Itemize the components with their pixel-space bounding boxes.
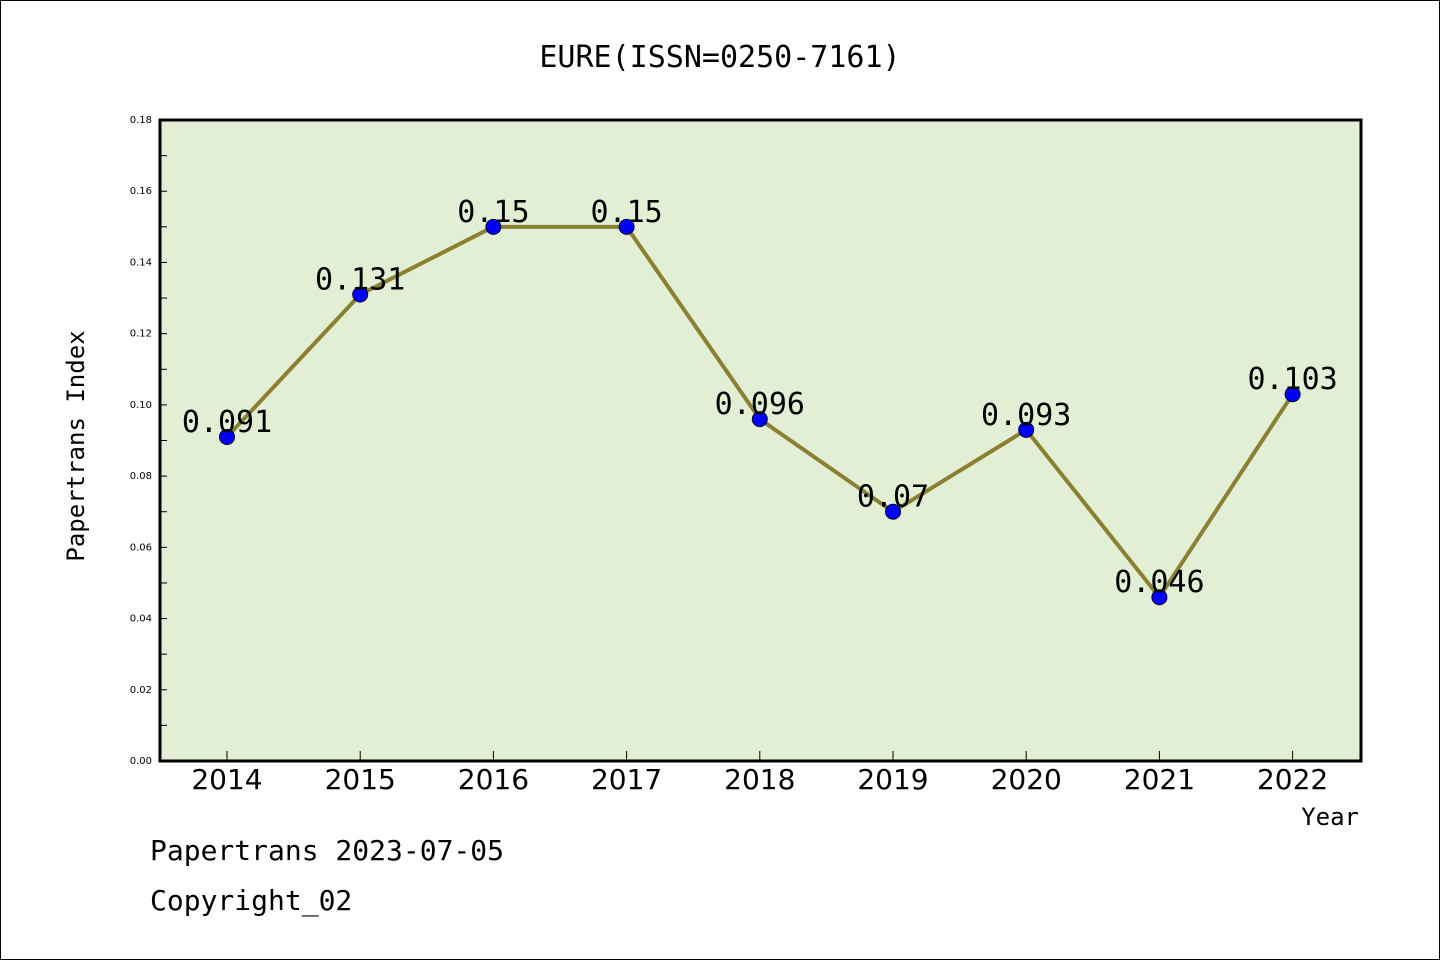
x-tick-label: 2015 <box>325 763 396 796</box>
x-axis: 2014 2015 2016 2017 2018 2019 2020 2021 2022 <box>191 751 1328 796</box>
y-tick-label: 0.10 <box>130 400 152 411</box>
y-tick-label: 0.08 <box>130 471 152 482</box>
data-point <box>352 286 369 303</box>
y-tick-label: 0.00 <box>130 756 152 767</box>
data-labels: 0.091 0.131 0.15 0.15 0.096 0.07 0.093 0.046 0.1… <box>182 195 1338 600</box>
series-papertrans-index <box>219 218 1301 606</box>
data-label: 0.15 <box>457 195 529 230</box>
data-point <box>219 428 235 445</box>
y-axis-label: Papertrans Index <box>62 330 90 561</box>
data-point <box>485 218 502 235</box>
x-tick-label: 2022 <box>1257 763 1328 796</box>
data-point <box>751 411 768 428</box>
data-point <box>1018 421 1035 438</box>
data-label: 0.093 <box>981 398 1071 433</box>
y-tick-label: 0.14 <box>130 257 152 268</box>
chart-title: EURE(ISSN=0250-7161) <box>539 40 900 75</box>
data-point <box>1151 589 1168 606</box>
y-tick-label: 0.02 <box>130 685 152 696</box>
plot-area <box>158 118 1363 763</box>
y-tick-label: 0.04 <box>130 614 152 625</box>
x-axis-label: Year <box>1301 803 1359 831</box>
x-tick-label: 2016 <box>458 763 529 796</box>
data-point <box>618 218 635 235</box>
data-point <box>1284 386 1301 403</box>
data-label: 0.07 <box>857 480 929 515</box>
data-label: 0.091 <box>182 405 272 440</box>
footer-stamp: Papertrans 2023-07-05 <box>150 834 505 867</box>
x-tick-label: 2019 <box>857 763 928 796</box>
x-tick-label: 2017 <box>591 763 662 796</box>
y-tick-label: 0.06 <box>130 542 152 553</box>
footer-copyright: Copyright_02 <box>150 884 353 917</box>
y-tick-label: 0.18 <box>130 115 152 126</box>
x-tick-label: 2018 <box>724 763 795 796</box>
y-axis: 0.00 0.02 0.04 0.06 0.08 0.10 0.12 0.14 0.16 0.18 <box>130 115 167 767</box>
x-tick-label: 2014 <box>191 763 262 796</box>
x-tick-label: 2021 <box>1124 763 1195 796</box>
data-label: 0.046 <box>1114 565 1204 600</box>
y-tick-label: 0.16 <box>130 186 152 197</box>
x-tick-label: 2020 <box>991 763 1062 796</box>
data-point <box>885 503 901 520</box>
data-label: 0.131 <box>315 262 405 297</box>
y-tick-label: 0.12 <box>130 329 152 340</box>
data-label: 0.15 <box>590 195 662 230</box>
data-label: 0.103 <box>1247 362 1337 397</box>
data-label: 0.096 <box>715 387 805 422</box>
